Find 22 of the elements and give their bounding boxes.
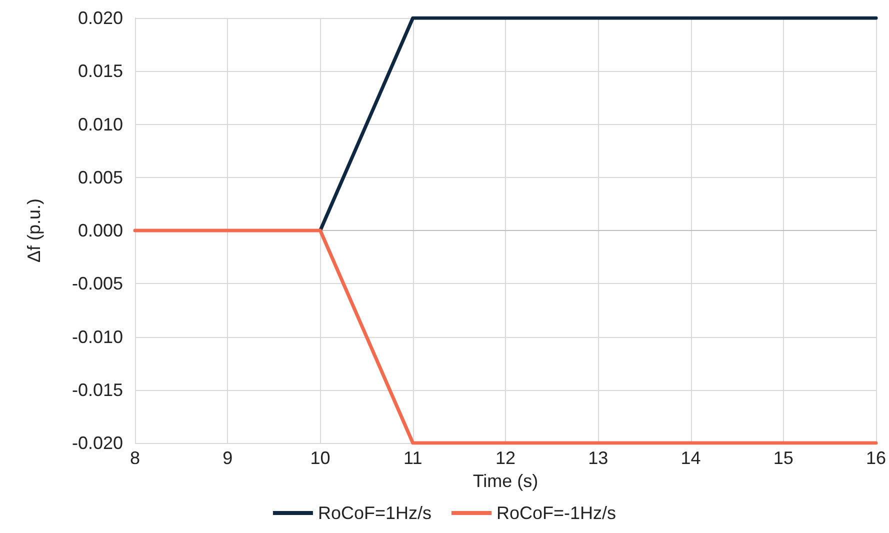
y-tick-label: -0.005: [72, 274, 123, 294]
legend-label: RoCoF=-1Hz/s: [496, 503, 616, 523]
y-tick-label: 0.005: [78, 167, 123, 188]
y-tick-label: -0.010: [72, 326, 123, 347]
legend-label: RoCoF=1Hz/s: [318, 503, 432, 523]
x-tick-label: 9: [222, 448, 233, 468]
x-tick-label: 10: [310, 448, 330, 468]
x-tick-label: 11: [404, 448, 422, 468]
y-tick-label: 0.020: [78, 8, 123, 28]
y-axis-title: Δf (p.u.): [24, 198, 44, 263]
y-tick-label: 0.015: [78, 61, 123, 82]
y-tick-label: 0.010: [78, 114, 123, 134]
y-tick-label: 0.000: [78, 220, 123, 240]
x-tick-label: 8: [130, 448, 140, 468]
x-tick-label: 12: [495, 448, 516, 468]
x-tick-label: 13: [588, 448, 608, 468]
x-tick-label: 15: [773, 448, 794, 468]
y-tick-label: -0.015: [72, 380, 123, 400]
x-axis-title: Time (s): [472, 470, 538, 491]
x-tick-label: 14: [680, 448, 701, 468]
x-tick-label: 16: [866, 448, 886, 468]
y-tick-label: -0.020: [72, 433, 123, 453]
